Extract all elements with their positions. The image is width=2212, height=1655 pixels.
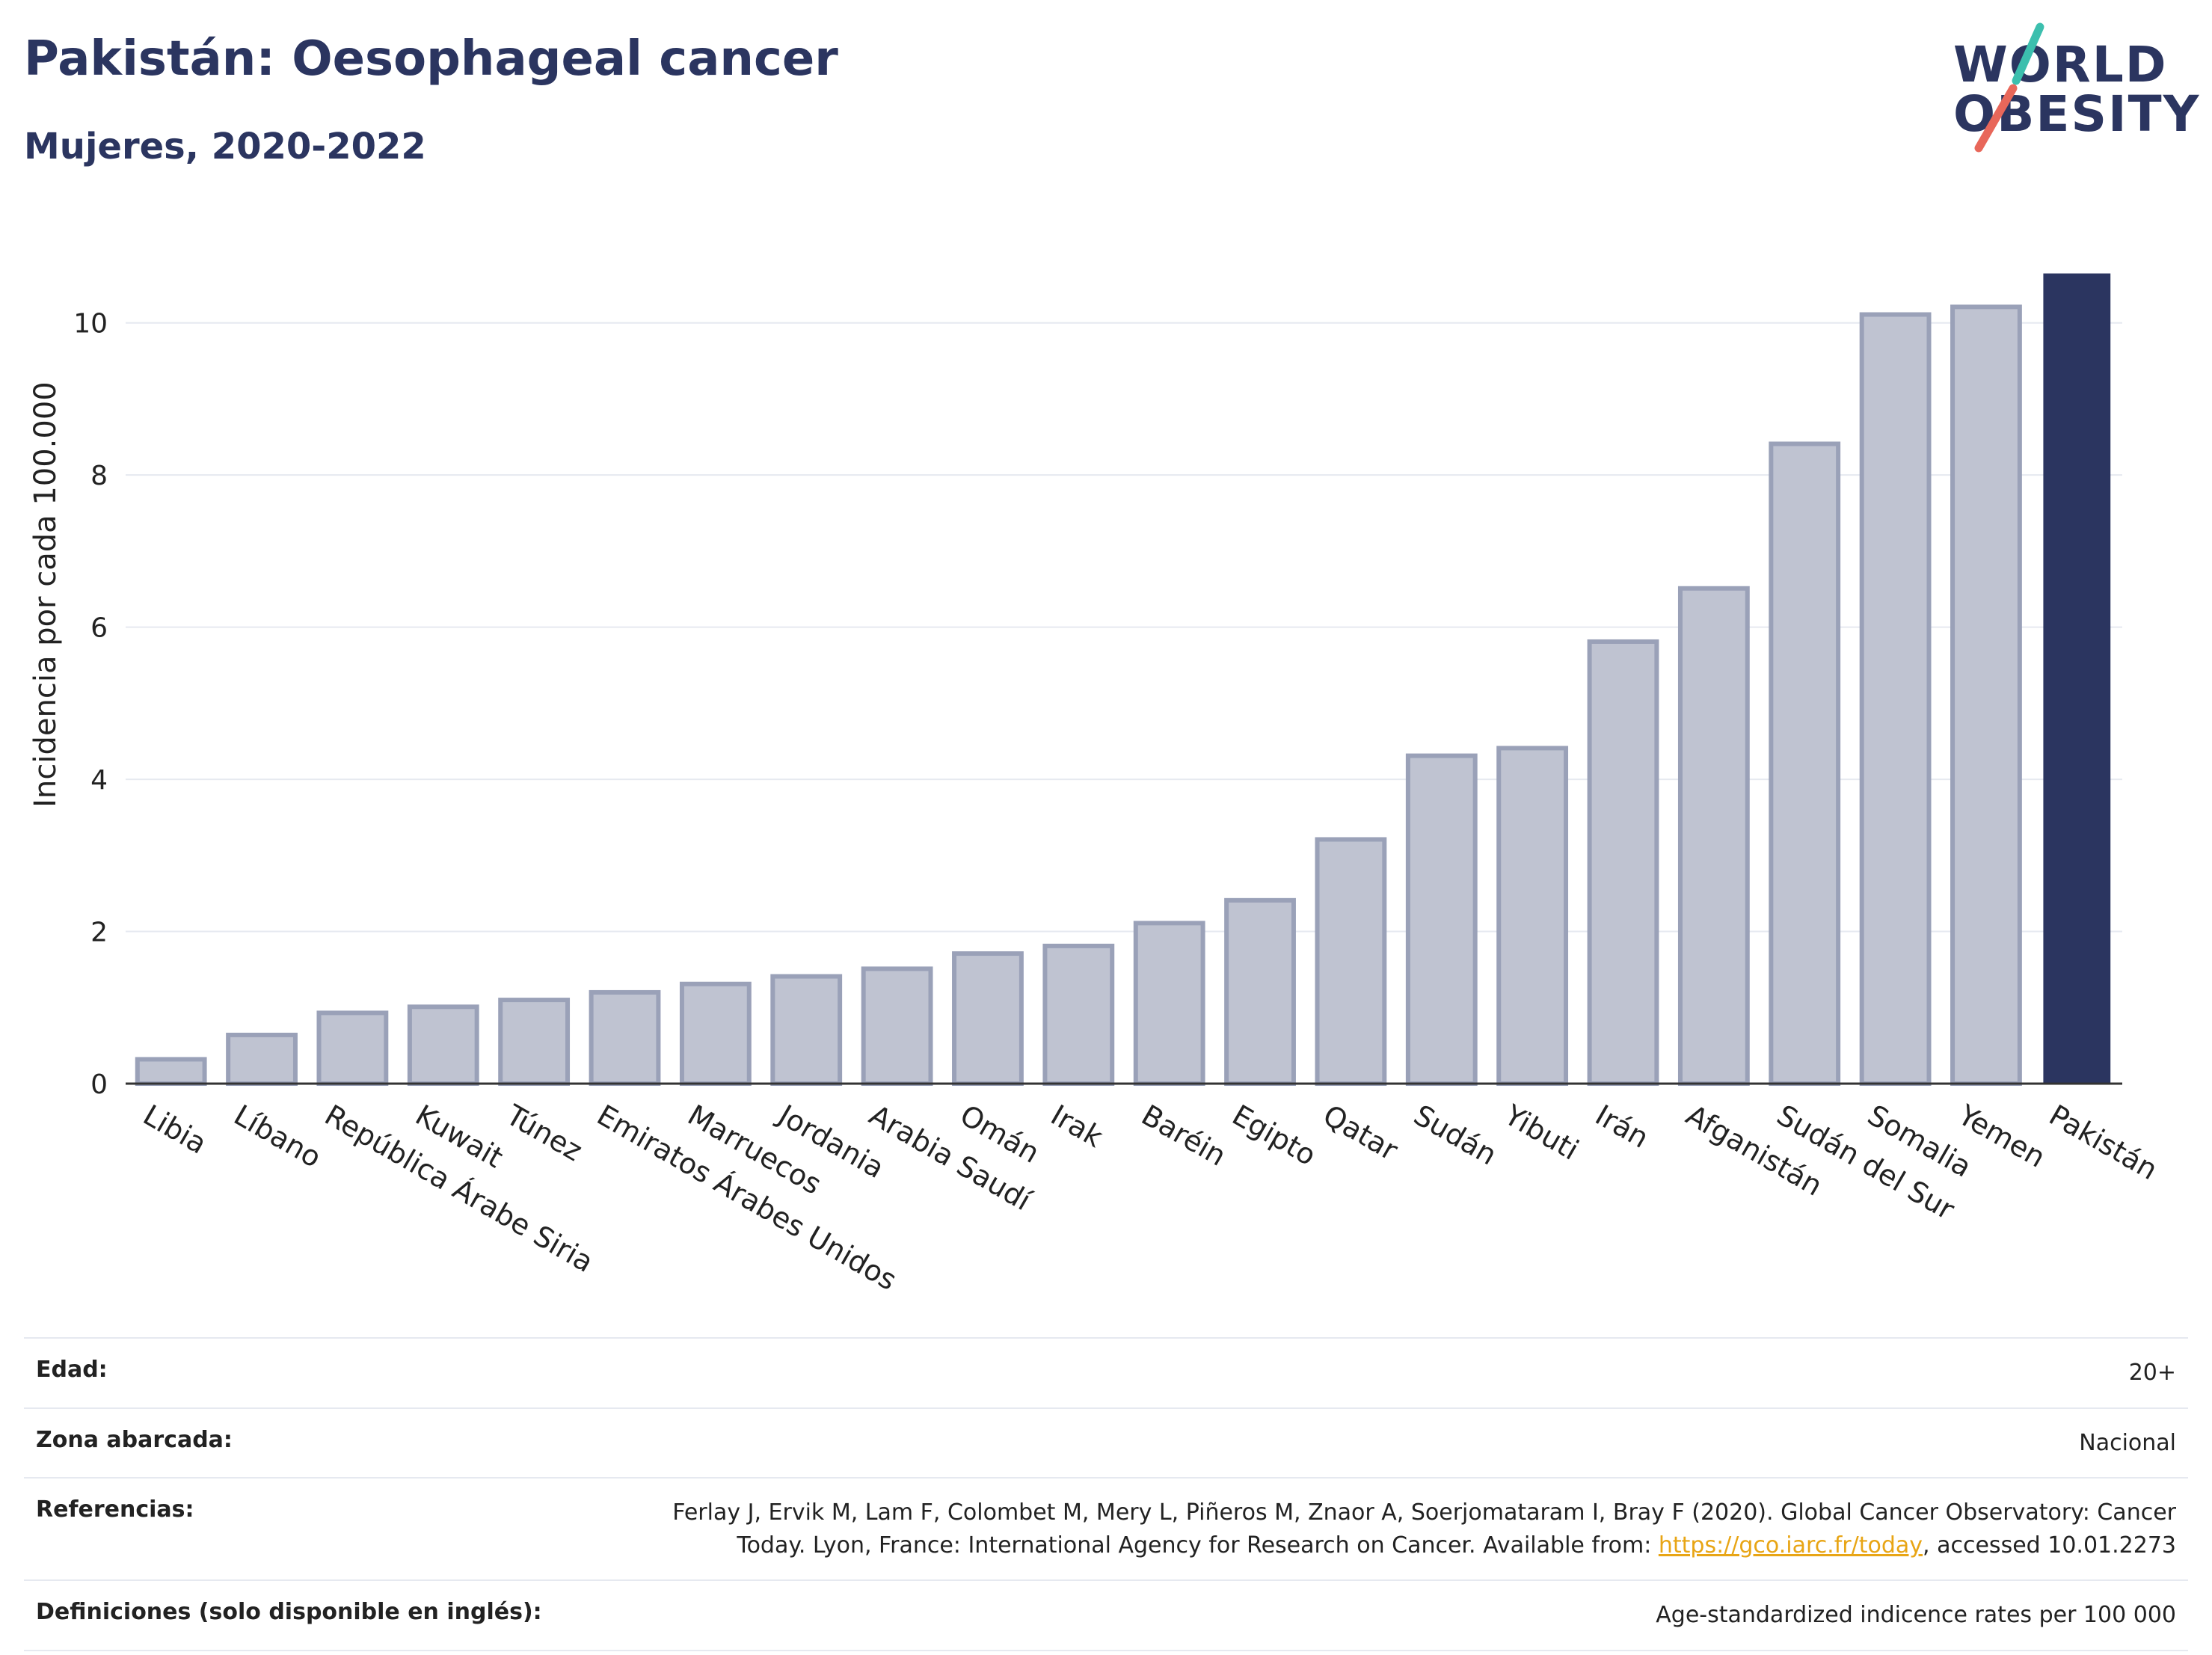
bar (1769, 441, 1841, 1086)
metadata-row-age: Edad: 20+ (24, 1337, 2188, 1409)
x-tick-label: Irán (1590, 1099, 1654, 1155)
y-tick-label: 4 (90, 765, 108, 796)
bar (226, 1032, 298, 1086)
area-label: Zona abarcada: (24, 1407, 582, 1479)
bar (1315, 837, 1387, 1086)
bar (1950, 304, 2022, 1087)
x-tick-label: Sudán (1408, 1099, 1502, 1172)
x-tick-label: Baréin (1136, 1099, 1232, 1173)
metadata-row-definitions: Definiciones (solo disponible en inglés)… (24, 1579, 2188, 1651)
bar (1859, 312, 1932, 1087)
logo-slash-icon (1974, 22, 2044, 153)
x-tick-label: Pakistán (2044, 1099, 2163, 1187)
bar (1224, 897, 1296, 1086)
reference-link[interactable]: https://gco.iarc.fr/today (1658, 1532, 1923, 1559)
x-tick-label: Irak (1045, 1099, 1108, 1154)
chart-subtitle: Mujeres, 2020-2022 (24, 126, 426, 168)
bar (1496, 746, 1569, 1087)
y-tick-label: 8 (90, 461, 108, 491)
bar (1042, 943, 1115, 1087)
definitions-value: Age-standardized indicence rates per 100… (581, 1579, 2188, 1651)
area-value: Nacional (581, 1407, 2188, 1479)
bar (135, 1057, 207, 1086)
bar (770, 974, 843, 1087)
references-value: Ferlay J, Ervik M, Lam F, Colombet M, Me… (581, 1477, 2188, 1581)
bar (589, 989, 661, 1086)
logo-word-world: WORLD (1953, 36, 2168, 93)
references-text-line1: Ferlay J, Ervik M, Lam F, Colombet M, Me… (672, 1499, 2176, 1526)
y-tick-label: 10 (73, 309, 108, 340)
y-tick-label: 2 (90, 918, 108, 948)
metadata-row-area: Zona abarcada: Nacional (24, 1407, 2188, 1479)
references-text-post: , accessed 10.01.2273 (1923, 1532, 2176, 1559)
bar (407, 1004, 479, 1087)
age-label: Edad: (24, 1337, 582, 1409)
definitions-label: Definiciones (solo disponible en inglés)… (24, 1579, 582, 1651)
bar (1587, 639, 1659, 1086)
bars (135, 273, 2111, 1087)
bar-highlight (2043, 273, 2111, 1084)
bar (316, 1010, 389, 1087)
world-obesity-logo: WORLD OBESITY (1944, 21, 2199, 163)
metadata-row-references: Referencias: Ferlay J, Ervik M, Lam F, C… (24, 1477, 2188, 1581)
references-text-pre: Today. Lyon, France: International Agenc… (737, 1532, 1659, 1559)
references-label: Referencias: (24, 1477, 582, 1581)
bar (498, 998, 571, 1086)
x-tick-label: Qatar (1318, 1099, 1404, 1167)
metadata-table: Edad: 20+ Zona abarcada: Nacional Refere… (24, 1337, 2188, 1651)
y-tick-label: 0 (90, 1069, 108, 1100)
y-tick-label: 6 (90, 613, 108, 644)
bar (952, 951, 1024, 1087)
bar (1405, 753, 1478, 1087)
bar (861, 966, 933, 1087)
x-tick-label: Libia (138, 1099, 212, 1161)
bar (1677, 586, 1750, 1086)
age-value: 20+ (581, 1337, 2188, 1409)
bar (1133, 921, 1205, 1087)
x-tick-label: Yibuti (1499, 1098, 1585, 1167)
x-tick-label: Túnez (500, 1098, 588, 1167)
x-tick-label: Líbano (229, 1099, 328, 1174)
x-tick-label: Egipto (1227, 1099, 1322, 1173)
chart-title: Pakistán: Oesophageal cancer (24, 31, 838, 87)
bar (679, 981, 752, 1087)
y-axis-label: Incidencia por cada 100.000 (28, 381, 63, 808)
